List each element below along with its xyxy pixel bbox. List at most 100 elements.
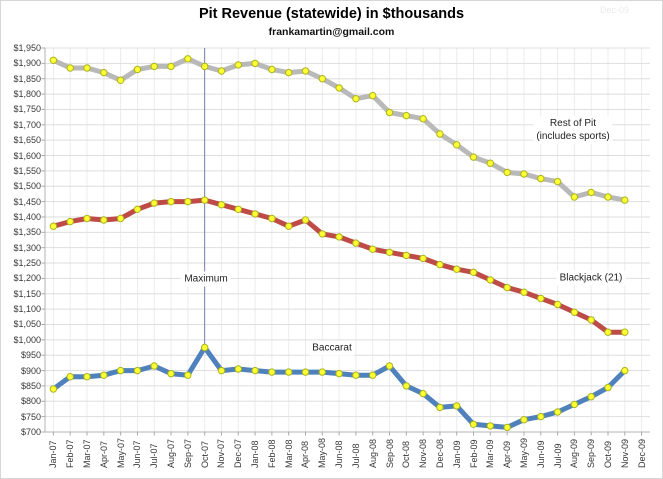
data-point-marker-baccarat [217,366,226,375]
data-point-marker-baccarat [201,343,209,352]
y-axis-tick-label: $950 [20,350,41,361]
x-axis-tick-label: Dec-07 [233,438,244,468]
y-axis-tick-label: $1,950 [13,43,41,53]
x-axis-tick-label: Dec-08 [434,438,445,468]
data-point-marker-rest-of-pit-includes-sports [66,64,74,72]
data-point-marker-blackjack-21 [537,294,545,303]
data-point-marker-baccarat [453,402,461,410]
data-point-marker-baccarat [520,416,528,424]
data-point-marker-rest-of-pit-includes-sports [217,67,226,75]
data-point-marker-rest-of-pit-includes-sports [285,68,293,77]
data-point-marker-blackjack-21 [419,254,427,263]
data-point-marker-baccarat [167,369,175,378]
data-point-marker-baccarat [100,371,108,379]
data-point-marker-rest-of-pit-includes-sports [133,65,142,74]
y-axis-tick-label: $1,000 [13,334,41,345]
y-axis-tick-label: $1,800 [13,89,41,100]
data-point-marker-rest-of-pit-includes-sports [486,159,494,167]
data-point-marker-baccarat [184,371,192,379]
rest-of-pit-series-label: Rest of Pit (includes sports) [533,116,613,144]
data-point-marker-blackjack-21 [100,216,108,224]
y-axis-tick-label: $1,350 [13,227,41,238]
data-point-marker-baccarat [335,369,343,378]
data-point-marker-rest-of-pit-includes-sports [100,68,108,77]
data-point-marker-rest-of-pit-includes-sports [520,170,528,178]
data-point-marker-baccarat [352,371,360,379]
y-axis-tick-label: $1,900 [13,58,41,69]
data-point-marker-blackjack-21 [335,233,343,241]
y-axis-tick-label: $850 [20,380,41,391]
x-axis-tick-label: Jul-08 [350,443,361,468]
data-point-marker-rest-of-pit-includes-sports [234,61,243,69]
data-point-marker-blackjack-21 [251,210,259,218]
data-point-marker-rest-of-pit-includes-sports [201,62,209,71]
data-point-marker-blackjack-21 [604,328,612,336]
x-axis-tick-label: Mar-07 [82,439,92,468]
data-point-marker-blackjack-21 [49,222,58,230]
x-axis-tick-label: Feb-08 [266,439,277,468]
data-point-marker-rest-of-pit-includes-sports [385,108,394,117]
data-point-marker-blackjack-21 [369,245,377,253]
data-point-marker-baccarat [537,412,545,421]
rest-of-pit-label-line1: Rest of Pit [549,118,597,129]
data-point-marker-baccarat [234,365,243,373]
y-axis-tick-label: $1,650 [13,135,41,146]
x-axis-tick-label: Nov-08 [418,438,429,468]
data-point-marker-rest-of-pit-includes-sports [436,130,444,138]
data-point-marker-baccarat [66,373,74,381]
data-point-marker-rest-of-pit-includes-sports [184,55,192,63]
data-point-marker-blackjack-21 [66,217,74,226]
x-axis-tick-label: Aug-07 [166,438,177,468]
x-axis-tick-label: Jun-07 [132,440,143,468]
data-point-marker-baccarat [116,366,125,375]
data-point-marker-blackjack-21 [587,316,595,324]
data-point-marker-baccarat [604,383,612,392]
data-point-marker-blackjack-21 [503,283,511,292]
data-point-marker-blackjack-21 [217,201,226,209]
data-point-marker-blackjack-21 [83,214,91,223]
data-point-marker-blackjack-21 [621,328,629,336]
x-axis-tick-label: May-08 [317,437,328,468]
data-point-marker-baccarat [436,403,444,412]
data-point-marker-rest-of-pit-includes-sports [604,193,612,201]
x-axis-tick-label: May-07 [115,437,126,468]
y-axis-tick-label: $1,250 [13,258,41,269]
y-axis-tick-label: $700 [20,427,41,437]
data-point-marker-rest-of-pit-includes-sports [301,67,310,75]
data-point-marker-rest-of-pit-includes-sports [116,76,125,85]
data-point-marker-rest-of-pit-includes-sports [553,177,562,186]
x-axis-tick-label: Jul-09 [552,443,563,468]
data-point-marker-rest-of-pit-includes-sports [83,64,91,72]
y-axis-tick-label: $900 [20,365,41,376]
maximum-annotation: Maximum [181,271,231,287]
data-point-marker-rest-of-pit-includes-sports [402,111,410,120]
y-axis-tick-label: $1,600 [13,150,41,161]
baccarat-series-label: Baccarat [309,340,355,356]
data-point-marker-blackjack-21 [167,197,175,206]
x-axis-tick-label: Aug-09 [569,438,580,468]
y-axis-tick-label: $1,450 [13,196,41,207]
blackjack-series-label: Blackjack (21) [556,270,626,286]
data-point-marker-blackjack-21 [234,205,243,214]
chart-subtitle: frankamartin@gmail.com [268,26,395,38]
data-point-marker-baccarat [469,420,478,428]
chart-title: Pit Revenue (statewide) in $thousands [198,6,465,22]
data-point-marker-rest-of-pit-includes-sports [167,62,175,71]
data-point-marker-baccarat [570,400,579,409]
data-point-marker-blackjack-21 [285,222,293,230]
data-point-marker-baccarat [385,362,394,370]
data-point-marker-rest-of-pit-includes-sports [251,59,259,68]
data-point-marker-baccarat [621,366,629,375]
x-axis-tick-label: Jul-07 [149,443,160,468]
data-point-marker-blackjack-21 [150,199,158,207]
data-point-marker-baccarat [251,366,259,375]
y-axis-tick-label: $800 [20,396,41,407]
y-axis-tick-label: $1,150 [13,288,41,299]
y-axis-tick-label: $750 [20,411,41,422]
x-axis-tick-label: Apr-07 [98,440,109,468]
rest-of-pit-label-line2: (includes sports) [536,131,610,142]
data-point-marker-baccarat [83,373,91,381]
data-point-marker-blackjack-21 [201,196,209,204]
x-axis-tick-label: Jan-07 [48,440,59,468]
y-axis-tick-label: $1,100 [13,304,41,315]
